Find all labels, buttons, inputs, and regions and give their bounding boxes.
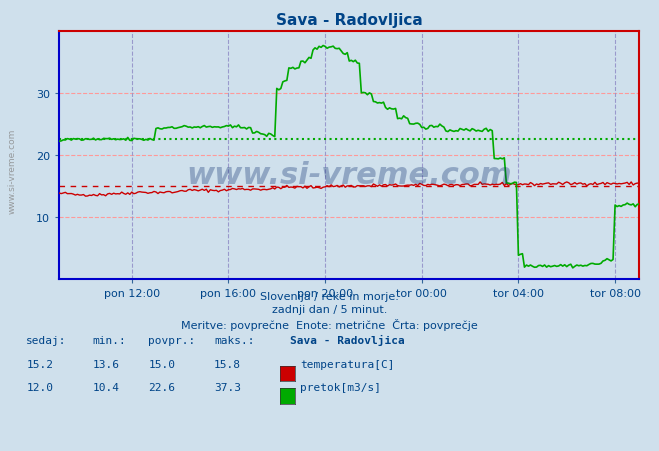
Title: Sava - Radovljica: Sava - Radovljica: [276, 13, 422, 28]
Text: pretok[m3/s]: pretok[m3/s]: [300, 382, 381, 392]
Text: www.si-vreme.com: www.si-vreme.com: [8, 129, 17, 214]
Text: zadnji dan / 5 minut.: zadnji dan / 5 minut.: [272, 304, 387, 314]
Text: 10.4: 10.4: [92, 382, 119, 392]
Text: 15.8: 15.8: [214, 359, 241, 369]
Text: Meritve: povprečne  Enote: metrične  Črta: povprečje: Meritve: povprečne Enote: metrične Črta:…: [181, 318, 478, 330]
Text: 12.0: 12.0: [26, 382, 53, 392]
Text: www.si-vreme.com: www.si-vreme.com: [186, 161, 512, 190]
Text: min.:: min.:: [92, 335, 126, 345]
Text: 22.6: 22.6: [148, 382, 175, 392]
Text: maks.:: maks.:: [214, 335, 254, 345]
Text: Slovenija / reke in morje.: Slovenija / reke in morje.: [260, 291, 399, 301]
Text: temperatura[C]: temperatura[C]: [300, 359, 394, 369]
Text: sedaj:: sedaj:: [26, 335, 67, 345]
Text: povpr.:: povpr.:: [148, 335, 196, 345]
Text: 15.2: 15.2: [26, 359, 53, 369]
Text: Sava - Radovljica: Sava - Radovljica: [290, 334, 405, 345]
Text: 13.6: 13.6: [92, 359, 119, 369]
Text: 37.3: 37.3: [214, 382, 241, 392]
Text: 15.0: 15.0: [148, 359, 175, 369]
